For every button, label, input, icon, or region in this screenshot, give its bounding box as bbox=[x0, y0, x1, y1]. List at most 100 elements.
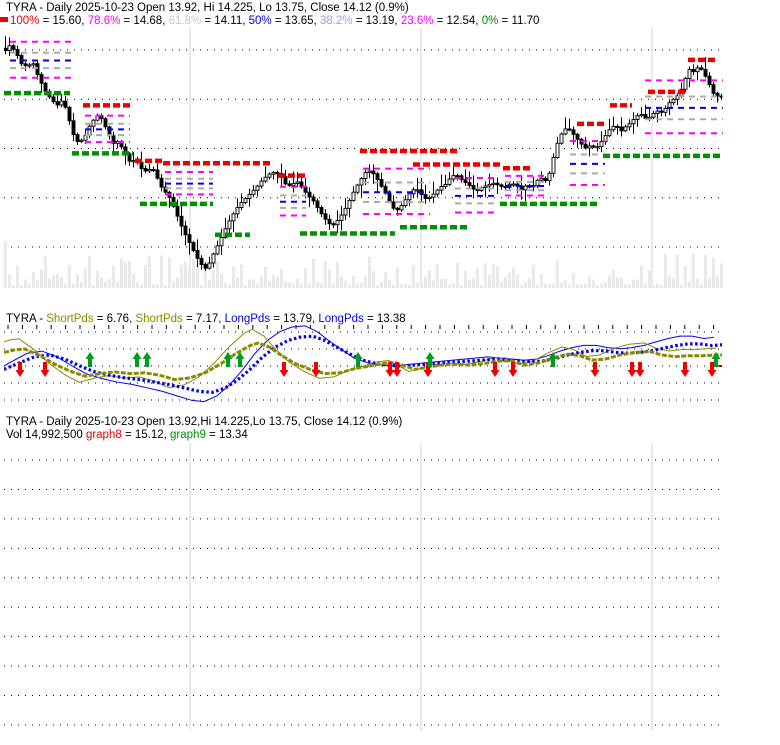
volume-bar bbox=[312, 258, 315, 288]
volume-bar bbox=[172, 281, 175, 288]
volume-bar bbox=[720, 263, 723, 288]
volume-bar bbox=[636, 279, 639, 288]
sell-signal-arrow-icon bbox=[423, 362, 433, 377]
volume-bar bbox=[532, 264, 535, 288]
volume-bar bbox=[520, 284, 523, 288]
volume-bar bbox=[68, 265, 71, 288]
sell-signal-arrow-icon bbox=[627, 362, 637, 377]
volume-bar bbox=[488, 274, 491, 288]
volume-bar bbox=[24, 279, 27, 288]
volume-bar bbox=[628, 284, 631, 288]
volume-bar bbox=[676, 254, 679, 288]
volume-bar bbox=[248, 279, 251, 288]
volume-bar bbox=[388, 279, 391, 288]
volume-bar bbox=[56, 273, 59, 288]
volume-bar bbox=[716, 276, 719, 288]
volume-bar bbox=[60, 276, 63, 288]
volume-bar bbox=[560, 282, 563, 288]
volume-bar bbox=[128, 261, 131, 288]
volume-bar bbox=[80, 282, 83, 288]
oscillator-plot-area[interactable] bbox=[0, 325, 723, 403]
volume-bar bbox=[36, 280, 39, 288]
volume-bar bbox=[92, 284, 95, 288]
panel1-title: TYRA - Daily 2025-10-23 Open 13.92, Hi 1… bbox=[6, 2, 409, 14]
volume-bar bbox=[500, 281, 503, 288]
volume-bar bbox=[20, 284, 23, 288]
volume-bar bbox=[208, 280, 211, 288]
buy-signal-arrow-icon bbox=[353, 352, 363, 367]
volume-bar bbox=[8, 274, 11, 288]
panel2-legend: TYRA - ShortPds = 6.76, ShortPds = 7.17,… bbox=[6, 313, 406, 325]
volume-bar bbox=[100, 277, 103, 288]
volume-bar bbox=[196, 264, 199, 288]
volume-bar bbox=[296, 278, 299, 288]
sell-signal-arrow-icon bbox=[707, 362, 717, 377]
volume-bar bbox=[324, 261, 327, 288]
volume-bar bbox=[256, 283, 259, 288]
sell-signal-arrow-icon bbox=[590, 362, 600, 377]
volume-bar bbox=[704, 255, 707, 288]
volume-bar bbox=[84, 268, 87, 288]
volume-bar bbox=[48, 278, 51, 288]
volume-bar bbox=[680, 284, 683, 288]
volume-bar bbox=[460, 284, 463, 288]
volume-bar bbox=[508, 272, 511, 288]
volume-bar bbox=[272, 274, 275, 288]
volume-bar bbox=[660, 284, 663, 288]
volume-bar bbox=[164, 284, 167, 288]
volume-bar bbox=[88, 255, 91, 288]
volume-bar bbox=[440, 278, 443, 288]
volume-bar bbox=[640, 265, 643, 288]
volume-bar bbox=[552, 283, 555, 288]
volume-bar bbox=[352, 275, 355, 288]
volume-bar bbox=[136, 282, 139, 288]
volume-bar bbox=[692, 253, 695, 288]
bottom-plot-area[interactable] bbox=[4, 442, 723, 731]
volume-bar bbox=[28, 284, 31, 288]
volume-bar bbox=[648, 270, 651, 288]
volume-bar bbox=[12, 284, 15, 288]
sell-signal-arrow-icon bbox=[680, 362, 690, 377]
volume-bar bbox=[472, 278, 475, 288]
sell-signal-arrow-icon bbox=[508, 362, 518, 377]
volume-bar bbox=[336, 262, 339, 288]
sell-signal-arrow-icon bbox=[279, 362, 289, 377]
volume-bar bbox=[564, 280, 567, 288]
sell-signal-arrow-icon bbox=[392, 362, 402, 377]
volume-bar bbox=[52, 275, 55, 288]
panel1-fib-legend: 100% = 15.60, 78.6% = 14.68, 61.8% = 14.… bbox=[10, 15, 539, 27]
top-plot-area[interactable] bbox=[4, 26, 723, 288]
volume-bar bbox=[612, 269, 615, 288]
volume-bar bbox=[328, 269, 331, 288]
volume-bar bbox=[608, 275, 611, 288]
volume-bar bbox=[436, 264, 439, 288]
volume-bar bbox=[464, 270, 467, 288]
volume-bar bbox=[584, 283, 587, 288]
volume-bar bbox=[224, 282, 227, 288]
volume-bar bbox=[96, 270, 99, 288]
volume-bar bbox=[360, 282, 363, 288]
volume-bar bbox=[408, 284, 411, 288]
volume-bar bbox=[616, 277, 619, 288]
volume-bar bbox=[268, 280, 271, 288]
volume-bar bbox=[308, 283, 311, 288]
volume-bar bbox=[620, 277, 623, 288]
volume-bar bbox=[44, 255, 47, 288]
volume-bar bbox=[232, 266, 235, 288]
volume-bar bbox=[572, 273, 575, 288]
volume-bar bbox=[604, 281, 607, 288]
volume-bar bbox=[332, 283, 335, 288]
volume-bar bbox=[112, 265, 115, 288]
volume-bar bbox=[428, 270, 431, 288]
volume-bar bbox=[652, 284, 655, 288]
sell-signal-arrow-icon bbox=[490, 362, 500, 377]
volume-bar bbox=[644, 283, 647, 288]
volume-bar bbox=[400, 284, 403, 288]
volume-bar bbox=[276, 277, 279, 288]
volume-bar bbox=[420, 281, 423, 288]
volume-bar bbox=[152, 284, 155, 288]
volume-bar bbox=[424, 276, 427, 288]
volume-bar bbox=[364, 275, 367, 288]
volume-bar bbox=[588, 276, 591, 288]
